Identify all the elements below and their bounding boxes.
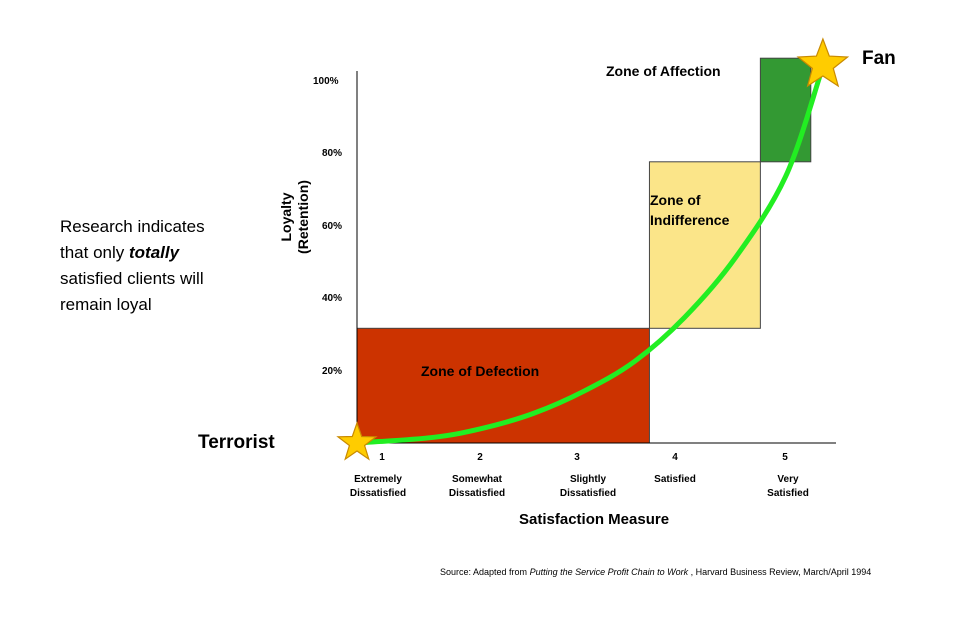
x-tick-label-line-2: Dissatisfied xyxy=(448,488,506,499)
y-axis-title-line-1: Loyalty xyxy=(278,192,294,242)
x-tick-label-line-2: Satisfied xyxy=(767,488,809,499)
x-tick-label: Very Satisfied xyxy=(743,473,833,501)
zone-defection-label: Zone of Defection xyxy=(421,363,540,379)
y-axis-title: Loyalty (Retention) xyxy=(278,167,312,267)
zone-affection-label: Zone of Affection xyxy=(606,63,721,79)
note-line-1: Research indicates xyxy=(60,217,205,236)
x-tick-number: 4 xyxy=(672,452,678,463)
note-line-3: satisfied clients will xyxy=(60,269,204,288)
terrorist-label: Terrorist xyxy=(198,432,275,453)
x-tick-number: 1 xyxy=(379,452,385,463)
x-tick-label-line-2: Dissatisfied xyxy=(349,488,407,499)
x-tick-label-line-1: Slightly xyxy=(569,474,607,485)
note-line-2: that only totally xyxy=(60,240,280,266)
source-suffix: , Harvard Business Review, March/April 1… xyxy=(688,567,872,577)
terrorist-star-icon xyxy=(336,421,378,461)
x-tick-label-line-1: Somewhat xyxy=(451,474,502,485)
x-tick-label-line-1: Extremely xyxy=(354,474,402,485)
source-citation: Source: Adapted from Putting the Service… xyxy=(440,567,871,577)
x-tick-number: 5 xyxy=(782,452,788,463)
research-note: Research indicates that only totally sat… xyxy=(60,214,280,318)
loyalty-curve xyxy=(354,70,824,446)
x-tick-number: 2 xyxy=(477,452,483,463)
note-emphasis: totally xyxy=(129,243,180,262)
note-line-2-text: that only xyxy=(60,243,129,262)
y-axis-title-line-2: (Retention) xyxy=(295,180,311,254)
x-tick-label-line-1: Satisfied xyxy=(654,474,696,485)
y-tick-label: 100% xyxy=(313,76,339,87)
source-title: Putting the Service Profit Chain to Work xyxy=(529,567,689,577)
source-prefix: Source: Adapted from xyxy=(440,567,530,577)
zone-affection-rect xyxy=(759,57,812,163)
x-tick-label-line-1: Very xyxy=(777,474,799,485)
zone-indifference-label-line-1: Zone of xyxy=(650,192,701,208)
zone-indifference-label: Zone of Indifference xyxy=(650,190,729,230)
zone-indifference-label-line-2: Indifference xyxy=(650,212,730,228)
y-tick-label: 60% xyxy=(322,221,343,232)
fan-star-icon xyxy=(796,37,850,88)
y-tick-label: 80% xyxy=(322,148,343,159)
note-line-4: remain loyal xyxy=(60,295,152,314)
x-tick-label: Extremely Dissatisfied xyxy=(333,473,423,501)
x-tick-label-line-2: Dissatisfied xyxy=(559,488,617,499)
x-tick-label: Satisfied xyxy=(630,473,720,487)
fan-label: Fan xyxy=(862,48,896,69)
y-tick-label: 20% xyxy=(322,366,343,377)
x-tick-number: 3 xyxy=(574,452,580,463)
x-tick-label: Slightly Dissatisfied xyxy=(543,473,633,501)
zone-defection-rect xyxy=(356,327,650,444)
y-tick-label: 40% xyxy=(322,293,343,304)
x-axis-title: Satisfaction Measure xyxy=(519,511,670,528)
x-tick-label: Somewhat Dissatisfied xyxy=(432,473,522,501)
